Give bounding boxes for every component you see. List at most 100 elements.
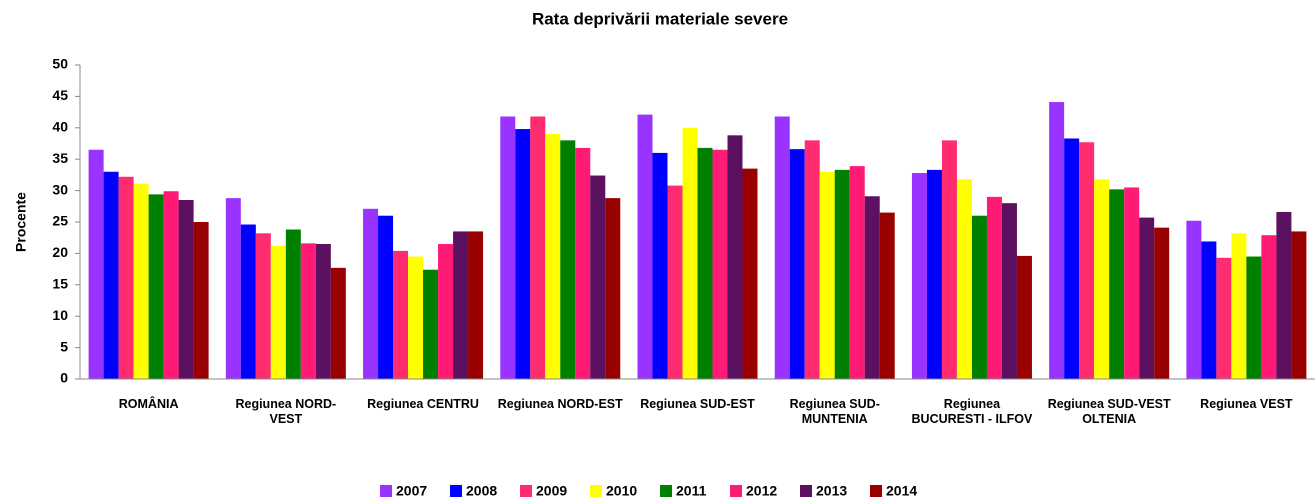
- bar: [742, 168, 758, 379]
- bar: [453, 231, 469, 379]
- legend-swatch: [380, 485, 392, 497]
- bar: [911, 173, 927, 379]
- bar: [1291, 231, 1307, 379]
- bar: [575, 147, 591, 379]
- legend-label: 2007: [396, 483, 427, 499]
- bar: [300, 243, 316, 379]
- legend-label: 2014: [886, 483, 917, 499]
- bar: [225, 198, 241, 379]
- bar: [148, 194, 164, 379]
- bar: [879, 212, 895, 379]
- bar: [500, 116, 516, 379]
- bar: [1109, 189, 1125, 379]
- x-tick-label: Regiunea NORD-VEST: [235, 397, 337, 426]
- y-tick-label: 15: [52, 276, 68, 292]
- bar: [88, 149, 104, 379]
- bar: [363, 208, 379, 379]
- y-tick-label: 30: [52, 181, 68, 197]
- bar: [1001, 203, 1017, 379]
- bar: [1139, 217, 1155, 379]
- bar: [468, 231, 484, 379]
- x-tick-label: Regiunea BUCURESTI - ILFOV: [911, 397, 1033, 426]
- bar: [789, 149, 805, 379]
- legend-swatch: [870, 485, 882, 497]
- y-tick-label: 25: [52, 213, 68, 229]
- legend-swatch: [660, 485, 672, 497]
- bar: [1261, 235, 1277, 379]
- bar: [515, 129, 531, 379]
- bar: [330, 267, 346, 379]
- bar: [590, 175, 606, 379]
- legend-swatch: [730, 485, 742, 497]
- x-tick-label: Regiunea SUD-VEST OLTENIA: [1047, 397, 1171, 426]
- legend-label: 2011: [676, 483, 707, 499]
- x-tick-label: Regiunea SUD-EST: [640, 397, 755, 411]
- bar: [727, 135, 743, 379]
- bar: [1049, 102, 1065, 379]
- bar: [118, 176, 134, 379]
- chart-title: Rata deprivării materiale severe: [532, 9, 788, 28]
- bar: [285, 229, 301, 379]
- bar: [1016, 255, 1032, 379]
- bar: [163, 191, 179, 379]
- bar: [255, 233, 271, 379]
- bar: [1216, 257, 1232, 379]
- bar: [1186, 220, 1202, 379]
- legend-swatch: [520, 485, 532, 497]
- bar: [941, 140, 957, 379]
- legend-label: 2009: [536, 483, 567, 499]
- bar: [133, 183, 149, 379]
- bar: [103, 171, 119, 379]
- bar: [408, 256, 424, 379]
- bar: [560, 140, 576, 379]
- bar: [1064, 138, 1080, 379]
- bar: [849, 166, 865, 379]
- bar: [986, 196, 1002, 379]
- bar: [193, 222, 209, 379]
- legend-label: 2012: [746, 483, 777, 499]
- y-tick-label: 20: [52, 244, 68, 260]
- bar: [926, 169, 942, 379]
- y-tick-label: 10: [52, 307, 68, 323]
- bar: [956, 179, 972, 379]
- bar: [270, 245, 286, 379]
- bar: [697, 147, 713, 379]
- bar: [178, 200, 194, 379]
- bar: [240, 224, 256, 379]
- x-tick-label: Regiunea CENTRU: [367, 397, 479, 411]
- y-tick-label: 35: [52, 150, 68, 166]
- legend-label: 2008: [466, 483, 497, 499]
- legend-swatch: [450, 485, 462, 497]
- bar: [774, 116, 790, 379]
- bar: [1154, 227, 1170, 379]
- bar: [378, 215, 394, 379]
- bar: [637, 114, 653, 379]
- legend-label: 2013: [816, 483, 847, 499]
- bar: [1231, 233, 1247, 379]
- bar: [393, 250, 409, 379]
- bar: [804, 140, 820, 379]
- bar: [834, 169, 850, 379]
- bar: [971, 215, 987, 379]
- bar: [1276, 211, 1292, 379]
- bar: [438, 243, 454, 379]
- x-tick-label: Regiunea NORD-EST: [497, 397, 623, 411]
- bar: [1201, 241, 1217, 379]
- bar: [1246, 256, 1262, 379]
- bar: [864, 196, 880, 379]
- bar: [652, 152, 668, 379]
- y-tick-label: 0: [60, 370, 68, 386]
- x-tick-label: ROMÂNIA: [118, 397, 179, 411]
- bar: [605, 198, 621, 379]
- bar: [819, 171, 835, 379]
- bar: [667, 185, 683, 379]
- y-tick-label: 45: [52, 87, 68, 103]
- y-tick-label: 5: [60, 338, 68, 354]
- bar: [423, 269, 439, 379]
- legend-swatch: [590, 485, 602, 497]
- y-axis-label: Procente: [13, 192, 29, 252]
- bar: [315, 243, 331, 379]
- bar: [1094, 179, 1110, 379]
